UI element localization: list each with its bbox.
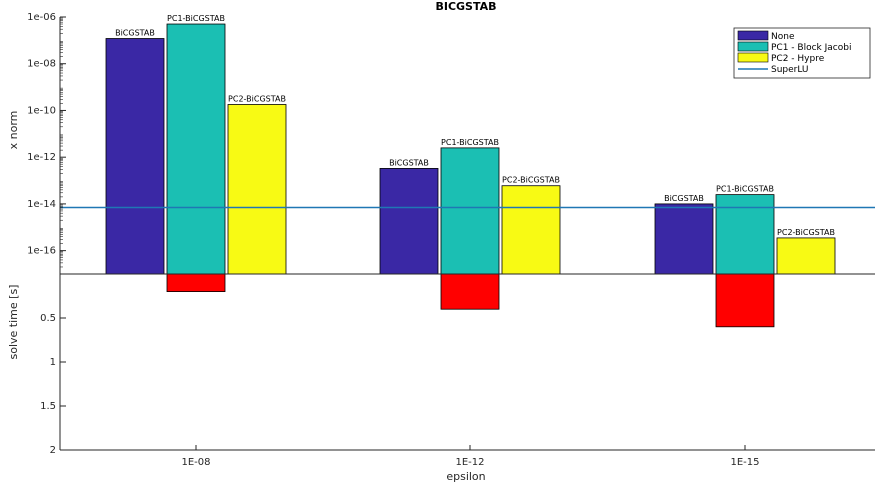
bar-label: PC1-BiCGSTAB [167,14,225,23]
bar [379,168,439,275]
tick-labels: 1e-06 1e-08 1e-10 1e-12 1e-14 1e-16 0.5 1 1.5 2 1E… [27,12,759,468]
bar [776,237,836,275]
y-tick-label: 1e-12 [27,152,56,163]
bar [715,194,775,275]
legend-label: SuperLU [771,65,809,75]
solve-time-bar [440,273,500,310]
bar-label: PC2-BiCGSTAB [777,228,835,237]
legend-label: PC1 - Block Jacobi [771,43,851,53]
axes [59,16,875,451]
legend-swatch [737,30,769,41]
bar-label: BiCGSTAB [115,29,155,38]
y-tick-label: 1e-06 [27,12,56,23]
y-tick-label: 2 [50,445,56,456]
x-tick-label: 1E-08 [181,457,210,468]
bar-label: PC1-BiCGSTAB [441,138,499,147]
bar-label: BiCGSTAB [664,194,704,203]
bar [166,23,226,275]
x-tick-label: 1E-12 [455,457,484,468]
y-tick-label: 0.5 [40,313,56,324]
y-tick-label: 1e-10 [27,105,56,116]
top-ylabel: x norm [7,111,20,150]
bottom-ylabel: solve time [s] [7,285,20,360]
bar-label: PC1-BiCGSTAB [716,185,774,194]
bar [501,185,561,275]
bar [654,203,714,275]
legend-swatch [737,52,769,63]
y-tick-label: 1e-14 [27,199,56,210]
y-tick-label: 1e-16 [27,246,56,257]
bar [227,104,287,275]
chart-title: BICGSTAB [435,0,496,13]
solve-time-bar [715,273,775,328]
bar-label: PC2-BiCGSTAB [228,94,286,103]
y-tick-label: 1.5 [40,401,56,412]
x-axis-label: epsilon [446,470,485,483]
y-tick-label: 1e-08 [27,59,56,70]
legend-swatch [737,41,769,52]
bar [105,38,165,275]
legend-label: None [771,32,795,42]
bar-label: PC2-BiCGSTAB [502,176,560,185]
x-tick-label: 1E-15 [730,457,759,468]
bar [440,147,500,275]
bar-label: BiCGSTAB [389,158,429,167]
y-tick-label: 1 [50,357,56,368]
legend-label: PC2 - Hypre [771,54,825,64]
solve-time-bar [166,273,226,293]
